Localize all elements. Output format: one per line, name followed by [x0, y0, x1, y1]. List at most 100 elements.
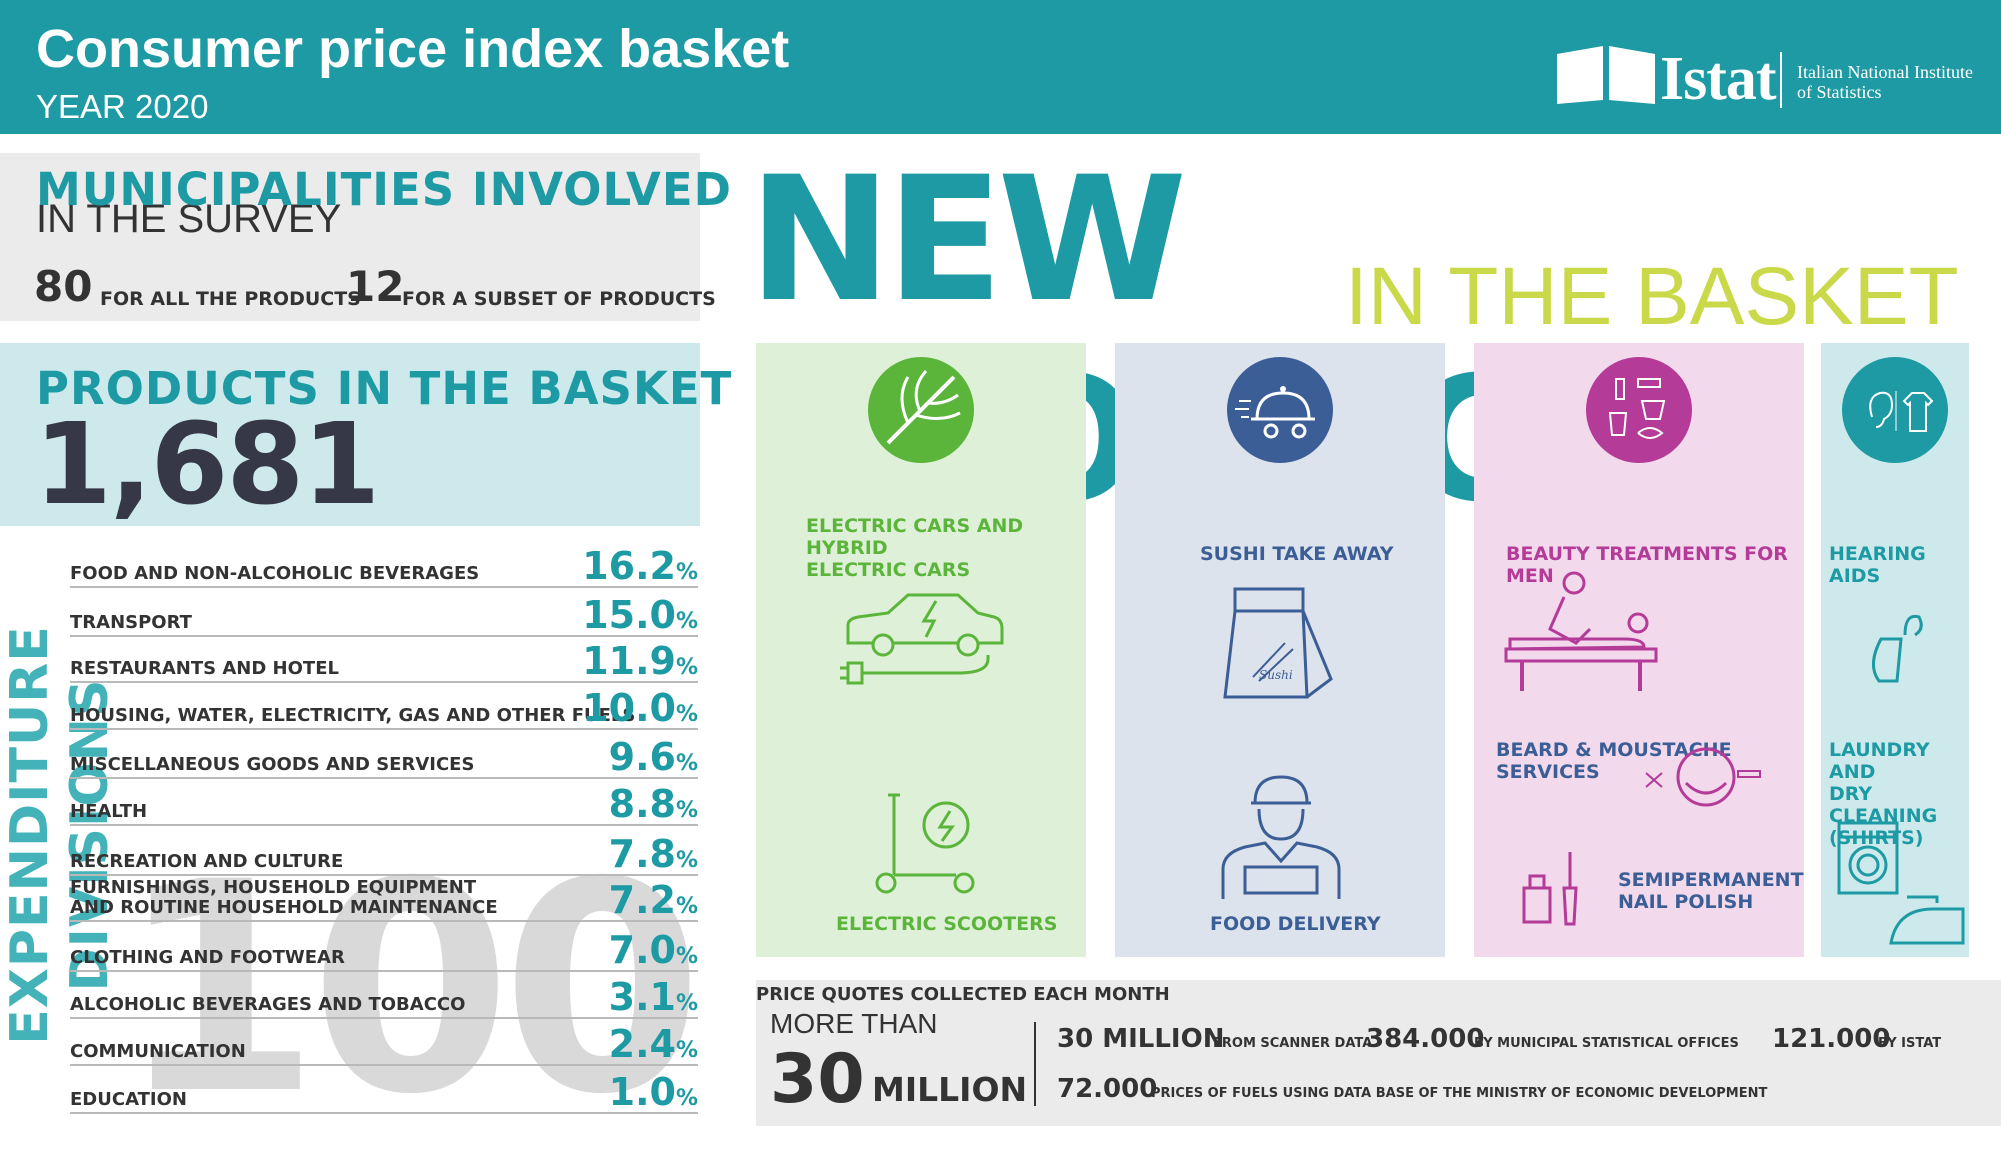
label-electric-cars: ELECTRIC CARS AND HYBRID ELECTRIC CARS: [806, 515, 1086, 581]
source-municipal-value: 384.000: [1366, 1024, 1485, 1054]
municipalities-subset-label: FOR A SUBSET OF PRODUCTS: [402, 288, 716, 310]
hearing-aid-icon: [1872, 614, 1923, 683]
total-watermark: 100: [118, 821, 703, 1158]
expenditure-row-label-line: RECREATION AND CULTURE: [70, 851, 344, 872]
column-food: SUSHI TAKE AWAY Sushi FOOD DELIVERY: [1115, 343, 1445, 957]
food-cloche-icon: [1227, 357, 1333, 463]
expenditure-value-number: 15.0: [582, 593, 676, 637]
expenditure-row-value: 7.0%: [609, 928, 698, 972]
expenditure-row-label: TRANSPORT: [70, 613, 192, 633]
basket-title: PRODUCTS IN THE BASKET: [36, 362, 733, 415]
source-istat-value: 121.000: [1772, 1024, 1891, 1054]
label-hearing-aids: HEARING AIDS: [1829, 543, 1926, 587]
source-fuels-value: 72.000: [1057, 1074, 1158, 1104]
municipalities-all-value: 80: [34, 262, 93, 311]
new-products-subtitle: IN THE BASKET: [1345, 251, 1959, 342]
label-nail-line2: NAIL POLISH: [1618, 891, 1754, 913]
municipalities-subset-value: 12: [346, 262, 405, 311]
expenditure-value-number: 2.4: [608, 1022, 676, 1066]
column-beauty: BEAUTY TREATMENTS FOR MEN BEARD & MOUSTA…: [1474, 343, 1804, 957]
expenditure-row-label: HEALTH: [70, 802, 147, 822]
expenditure-row-label: FURNISHINGS, HOUSEHOLD EQUIPMENT AND ROUT…: [70, 878, 498, 918]
expenditure-row-label-line: MISCELLANEOUS GOODS AND SERVICES: [70, 754, 475, 775]
cosmetics-icon: [1586, 357, 1692, 463]
label-nail-line1: SEMIPERMANENT: [1618, 869, 1804, 891]
expenditure-value-number: 16.2: [582, 544, 676, 588]
expenditure-row-label-line: RESTAURANTS AND HOTEL: [70, 658, 339, 679]
iron-icon: [1889, 895, 1965, 945]
label-food-delivery: FOOD DELIVERY: [1210, 913, 1381, 935]
expenditure-row: EDUCATION 1.0%: [70, 1064, 698, 1114]
institute-line-1: Italian National Institute: [1797, 62, 1973, 82]
washing-machine-icon: [1837, 821, 1899, 895]
expenditure-row: RESTAURANTS AND HOTEL 11.9%: [70, 633, 698, 683]
label-beard-services: BEARD & MOUSTACHE SERVICES: [1496, 739, 1732, 783]
expenditure-value-unit: %: [675, 991, 698, 1016]
source-istat-label: BY ISTAT: [1878, 1036, 1942, 1051]
expenditure-value-unit: %: [675, 751, 698, 776]
expenditure-row: FOOD AND NON-ALCOHOLIC BEVERAGES 16.2%: [70, 538, 698, 588]
expenditure-row-value: 7.8%: [609, 832, 698, 876]
basket-panel: [0, 343, 700, 526]
quotes-more-than: MORE THAN: [770, 1008, 938, 1039]
page-title: Consumer price index basket: [36, 19, 790, 79]
label-electric-scooters: ELECTRIC SCOOTERS: [836, 913, 1058, 935]
page-subtitle: YEAR 2020: [36, 88, 209, 125]
expenditure-row-label-line: HOUSING, WATER, ELECTRICITY, GAS AND OTH…: [70, 705, 636, 726]
expenditure-row-label: HOUSING, WATER, ELECTRICITY, GAS AND OTH…: [70, 706, 635, 726]
expenditure-row-value: 1.0%: [609, 1070, 698, 1114]
expenditure-row: ALCOHOLIC BEVERAGES AND TOBACCO 3.1%: [70, 969, 698, 1019]
source-scanner-label: FROM SCANNER DATA: [1213, 1036, 1373, 1051]
expenditure-row: COMMUNICATION 2.4%: [70, 1016, 698, 1066]
expenditure-row-label: ALCOHOLIC BEVERAGES AND TOBACCO: [70, 995, 465, 1015]
quotes-title: PRICE QUOTES COLLECTED EACH MONTH: [756, 984, 1170, 1005]
expenditure-value-number: 8.8: [608, 782, 676, 826]
sushi-bag-icon: Sushi: [1223, 587, 1333, 699]
municipalities-title: MUNICIPALITIES INVOLVED: [36, 163, 732, 216]
expenditure-value-number: 11.9: [582, 639, 676, 683]
expenditure-row: RECREATION AND CULTURE 7.8%: [70, 826, 698, 876]
municipalities-subtitle: IN THE SURVEY: [36, 197, 342, 241]
label-beauty-treatments: BEAUTY TREATMENTS FOR MEN: [1506, 543, 1788, 587]
label-beard-line2: SERVICES: [1496, 761, 1600, 783]
expenditure-row-label-line: FOOD AND NON-ALCOHOLIC BEVERAGES: [70, 563, 480, 584]
expenditure-row-label-line: COMMUNICATION: [70, 1041, 246, 1062]
expenditure-row-label: EDUCATION: [70, 1090, 187, 1110]
expenditure-row-value: 10.0%: [582, 686, 698, 730]
expenditure-row-value: 3.1%: [609, 975, 698, 1019]
expenditure-value-unit: %: [675, 1086, 698, 1111]
source-fuels-label: PRICES OF FUELS USING DATA BASE OF THE M…: [1151, 1086, 1768, 1101]
expenditure-value-number: 7.8: [608, 832, 676, 876]
nail-polish-icon: [1522, 852, 1578, 926]
expenditure-row-value: 2.4%: [609, 1022, 698, 1066]
expenditure-value-unit: %: [675, 702, 698, 727]
expenditure-row-label-line: ALCOHOLIC BEVERAGES AND TOBACCO: [70, 994, 466, 1015]
quotes-total-value: 30: [770, 1040, 865, 1119]
expenditure-row-label-line: AND ROUTINE HOUSEHOLD MAINTENANCE: [70, 897, 498, 918]
expenditure-row-label-line: FURNISHINGS, HOUSEHOLD EQUIPMENT: [70, 877, 477, 898]
label-laundry-line1: LAUNDRY AND: [1829, 739, 1930, 783]
expenditure-row-value: 16.2%: [582, 544, 698, 588]
expenditure-row-label: RESTAURANTS AND HOTEL: [70, 659, 339, 679]
expenditure-row-label: CLOTHING AND FOOTWEAR: [70, 948, 345, 968]
source-municipal-label: BY MUNICIPAL STATISTICAL OFFICES: [1474, 1036, 1739, 1051]
istat-logo-text: Istat: [1660, 45, 1777, 113]
expenditure-row: MISCELLANEOUS GOODS AND SERVICES 9.6%: [70, 729, 698, 779]
expenditure-row-value: 11.9%: [582, 639, 698, 683]
expenditure-row-value: 7.2%: [609, 878, 698, 922]
expenditure-row-label-line: CLOTHING AND FOOTWEAR: [70, 947, 345, 968]
expenditure-row: CLOTHING AND FOOTWEAR 7.0%: [70, 922, 698, 972]
header-bar: [0, 0, 2001, 134]
label-beard-line1: BEARD & MOUSTACHE: [1496, 739, 1732, 761]
column-services: HEARING AIDS LAUNDRY AND DRY CLEANING (S…: [1821, 343, 1969, 957]
label-nail-polish: SEMIPERMANENT NAIL POLISH: [1618, 869, 1804, 913]
expenditure-row-label: RECREATION AND CULTURE: [70, 852, 343, 872]
expenditure-value-unit: %: [675, 609, 698, 634]
expenditure-row-label: MISCELLANEOUS GOODS AND SERVICES: [70, 755, 474, 775]
istat-logo-icon: [1557, 46, 1655, 104]
quotes-total-unit: MILLION: [872, 1070, 1028, 1109]
electric-car-icon: [840, 593, 1004, 685]
logo-divider: [1780, 52, 1782, 108]
expenditure-row: FURNISHINGS, HOUSEHOLD EQUIPMENT AND ROUT…: [70, 872, 698, 922]
expenditure-value-number: 7.0: [608, 928, 676, 972]
